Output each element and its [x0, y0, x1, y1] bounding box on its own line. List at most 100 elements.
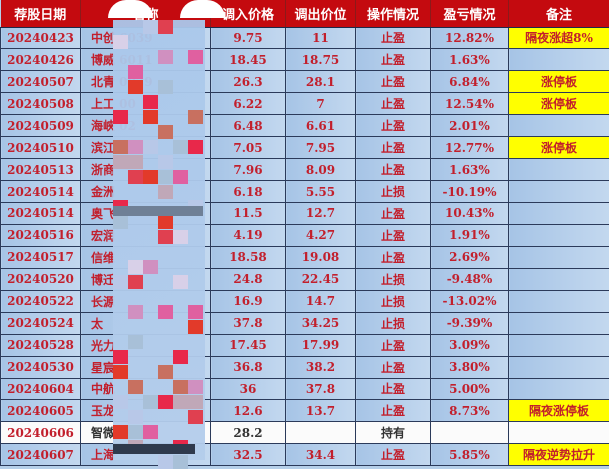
mosaic-tile: [143, 95, 158, 109]
cell-op: 止盈: [356, 356, 431, 378]
cell-out: 5.55: [286, 181, 356, 203]
cell-note: 涨停板: [509, 93, 609, 115]
cell-note: 隔夜涨停板: [509, 400, 609, 422]
mosaic-tile: [188, 395, 203, 409]
column-header: 备注: [509, 0, 609, 27]
mosaic-tile: [128, 335, 143, 349]
mosaic-tile: [113, 275, 128, 289]
mosaic-tile: [173, 140, 188, 154]
cell-pl: [431, 422, 509, 444]
cell-out: 7.95: [286, 137, 356, 159]
cell-op: 止盈: [356, 137, 431, 159]
cell-in: 9.75: [211, 27, 286, 49]
mosaic-tile: [158, 50, 173, 64]
cell-op: 止盈: [356, 93, 431, 115]
cell-op: 持有: [356, 422, 431, 444]
cell-date: 20240522: [1, 290, 81, 312]
column-header: 调出价位: [286, 0, 356, 27]
cell-op: 止盈: [356, 71, 431, 93]
cell-out: 13.7: [286, 400, 356, 422]
mosaic-tile: [173, 170, 188, 184]
header-row: 荐股日期名称调入价格调出价位操作情况盈亏情况备注: [1, 0, 609, 27]
cell-pl: -9.48%: [431, 268, 509, 290]
cell-out: 34.25: [286, 312, 356, 334]
mosaic-tile: [158, 215, 173, 229]
cell-in: 37.8: [211, 312, 286, 334]
mosaic-tile: [188, 410, 203, 424]
cell-note: [509, 356, 609, 378]
cell-in: 7.05: [211, 137, 286, 159]
cell-date: 20240604: [1, 378, 81, 400]
cell-pl: -10.19%: [431, 181, 509, 203]
cell-in: 18.45: [211, 49, 286, 71]
cell-out: 17.99: [286, 334, 356, 356]
cell-date: 20240508: [1, 93, 81, 115]
cell-pl: 1.63%: [431, 49, 509, 71]
cell-out: 8.09: [286, 159, 356, 181]
cell-date: 20240507: [1, 71, 81, 93]
cell-out: 37.8: [286, 378, 356, 400]
cell-in: 12.6: [211, 400, 286, 422]
mosaic-tile: [128, 80, 143, 94]
mosaic-tile: [128, 425, 143, 439]
cell-op: 止盈: [356, 49, 431, 71]
mosaic-tile: [143, 20, 158, 34]
mosaic-tile: [173, 455, 188, 469]
cell-in: 7.96: [211, 159, 286, 181]
cell-date: 20240528: [1, 334, 81, 356]
cell-out: 19.08: [286, 246, 356, 268]
cell-out: 14.7: [286, 290, 356, 312]
cell-op: 止盈: [356, 444, 431, 466]
cell-in: 24.8: [211, 268, 286, 290]
cell-pl: 8.73%: [431, 400, 509, 422]
cell-op: 止盈: [356, 203, 431, 225]
cell-note: [509, 246, 609, 268]
mosaic-tile: [173, 395, 188, 409]
cell-note: [509, 312, 609, 334]
cell-in: 26.3: [211, 71, 286, 93]
mosaic-tile: [113, 140, 128, 154]
cell-in: 32.5: [211, 444, 286, 466]
cell-out: 34.4: [286, 444, 356, 466]
mosaic-tile: [113, 425, 128, 439]
cell-note: [509, 224, 609, 246]
cell-pl: 12.77%: [431, 137, 509, 159]
cell-note: [509, 159, 609, 181]
cell-op: 止盈: [356, 334, 431, 356]
cell-in: 18.58: [211, 246, 286, 268]
column-header: 操作情况: [356, 0, 431, 27]
cell-in: 4.19: [211, 224, 286, 246]
mosaic-tile: [158, 20, 173, 34]
cell-in: 28.2: [211, 422, 286, 444]
mosaic-tile: [113, 350, 128, 364]
cell-out: 38.2: [286, 356, 356, 378]
cell-date: 20240514: [1, 203, 81, 225]
cell-note: 隔夜涨超8%: [509, 27, 609, 49]
cell-op: 止盈: [356, 246, 431, 268]
cell-note: [509, 268, 609, 290]
cell-note: 涨停板: [509, 137, 609, 159]
mosaic-tile: [158, 185, 173, 199]
cell-pl: 2.69%: [431, 246, 509, 268]
mosaic-tile: [158, 80, 173, 94]
column-header: 盈亏情况: [431, 0, 509, 27]
mosaic-tile: [188, 380, 203, 394]
cell-date: 20240426: [1, 49, 81, 71]
cell-note: [509, 49, 609, 71]
cell-note: 隔夜逆势拉升: [509, 444, 609, 466]
mosaic-tile: [158, 170, 173, 184]
mosaic-tile: [143, 395, 158, 409]
mosaic-tile: [158, 230, 173, 244]
cell-date: 20240513: [1, 159, 81, 181]
mosaic-tile: [128, 275, 143, 289]
cell-pl: -9.39%: [431, 312, 509, 334]
cell-date: 20240423: [1, 27, 81, 49]
cell-out: 28.1: [286, 71, 356, 93]
cell-out: 4.27: [286, 224, 356, 246]
mosaic-tile: [188, 50, 203, 64]
mosaic-tile: [128, 170, 143, 184]
cell-op: 止损: [356, 312, 431, 334]
